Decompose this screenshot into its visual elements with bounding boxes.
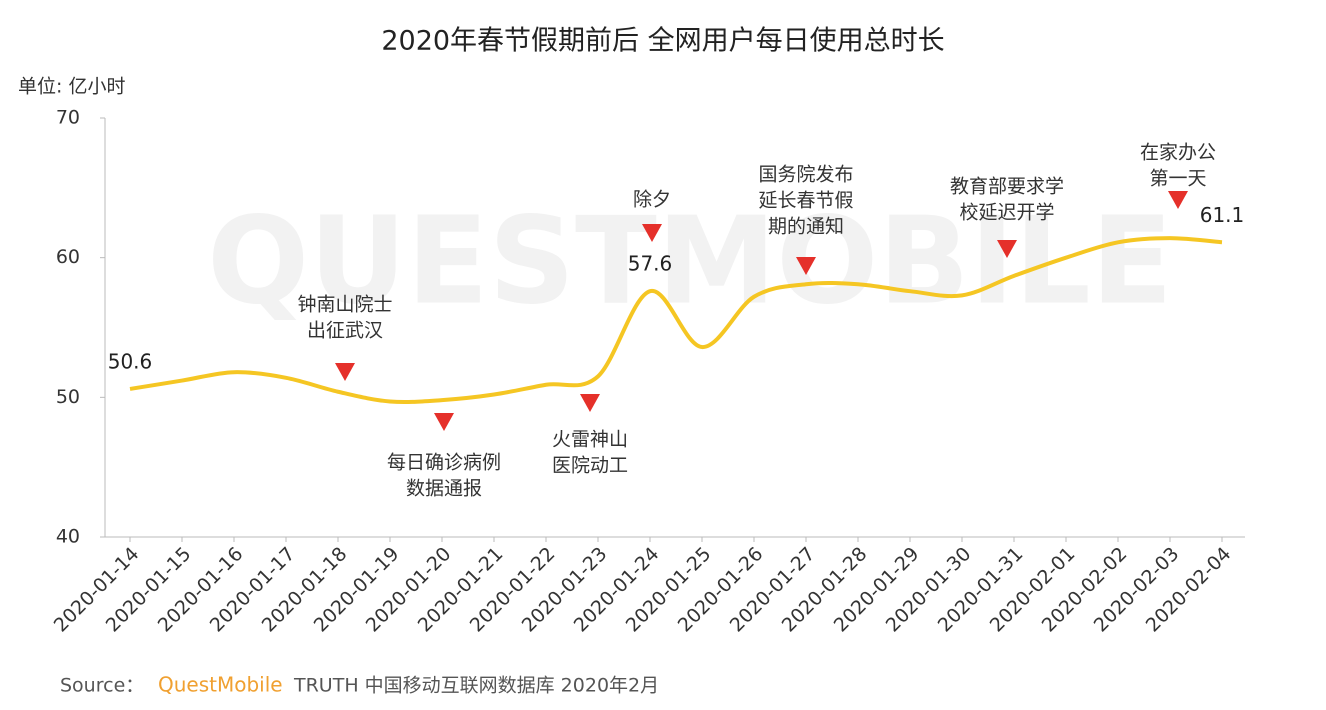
y-tick-label: 40: [56, 526, 80, 548]
annotation: 每日确诊病例: [387, 452, 501, 474]
source-brand: QuestMobile: [158, 673, 283, 697]
annotation: 校延迟开学: [959, 202, 1054, 224]
value-label: 61.1: [1200, 203, 1245, 227]
value-label: 50.6: [108, 349, 153, 373]
annotation: 除夕: [633, 189, 671, 211]
source-prefix: Source：: [60, 675, 144, 697]
event-marker: [434, 413, 454, 431]
annotation: 医院动工: [552, 455, 628, 477]
source-text: TRUTH 中国移动互联网数据库 2020年2月: [293, 675, 659, 697]
event-marker: [580, 394, 600, 412]
event-marker: [796, 257, 816, 275]
y-tick-label: 70: [56, 107, 80, 129]
annotation: 第一天: [1149, 168, 1206, 190]
annotation: 教育部要求学: [950, 176, 1064, 198]
y-tick-label: 50: [56, 386, 80, 408]
annotation: 延长春节假: [758, 190, 853, 212]
event-marker: [335, 363, 355, 381]
unit-label: 单位: 亿小时: [18, 76, 125, 98]
annotation: 国务院发布: [758, 164, 853, 186]
watermark: QUESTMOBILE: [207, 193, 1173, 332]
annotation: 数据通报: [406, 478, 482, 500]
event-marker: [1168, 191, 1188, 209]
value-label: 57.6: [628, 252, 673, 276]
annotation: 钟南山院士: [297, 294, 392, 316]
annotation: 火雷神山: [552, 429, 628, 451]
series-line: [129, 236, 1223, 405]
chart-title: 2020年春节假期前后 全网用户每日使用总时长: [381, 26, 944, 57]
annotation: 出征武汉: [307, 320, 383, 342]
annotation: 期的通知: [768, 216, 844, 238]
annotation: 在家办公: [1140, 142, 1216, 164]
event-marker: [642, 224, 662, 242]
event-marker: [997, 240, 1017, 258]
y-tick-label: 60: [56, 246, 80, 268]
